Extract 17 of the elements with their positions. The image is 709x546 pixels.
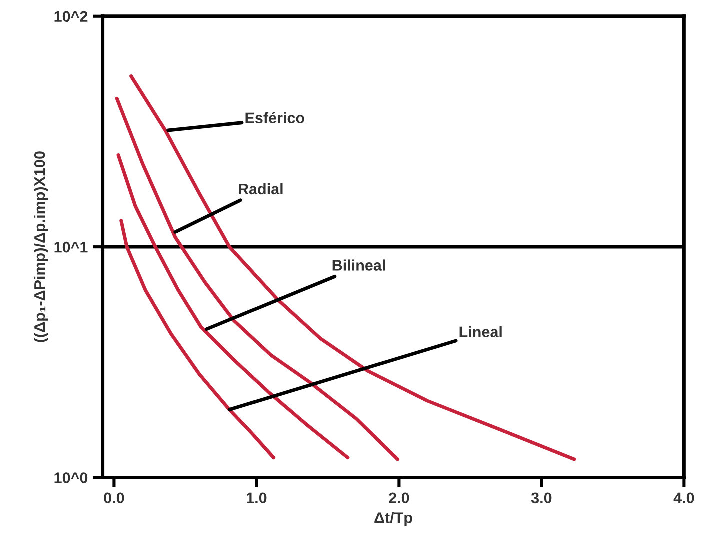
line-series (120, 219, 276, 460)
x-tick-label: 4.0 (674, 492, 694, 504)
x-tick-label: 0.0 (104, 492, 124, 504)
annotation: Esférico (246, 112, 304, 124)
annotation: Radial (239, 183, 283, 195)
x-tick-label: 3.0 (531, 492, 552, 504)
annotation: Bilineal (332, 260, 386, 271)
y-tick-label: 10^0 (54, 472, 88, 484)
x-tick-label: 1.0 (247, 492, 267, 504)
y-axis-title: ((Δp₁-ΔPimp)/Δp.imp)X100 (34, 152, 48, 342)
annotation: Lineal (460, 326, 502, 338)
y-tick-label: 10^1 (54, 242, 88, 253)
x-tick-label: 2.0 (389, 492, 410, 504)
line-series (115, 96, 400, 462)
y-tick-label: 10^2 (54, 11, 88, 22)
x-axis-title: Δt/Tp (374, 512, 412, 526)
line-series (130, 74, 576, 462)
